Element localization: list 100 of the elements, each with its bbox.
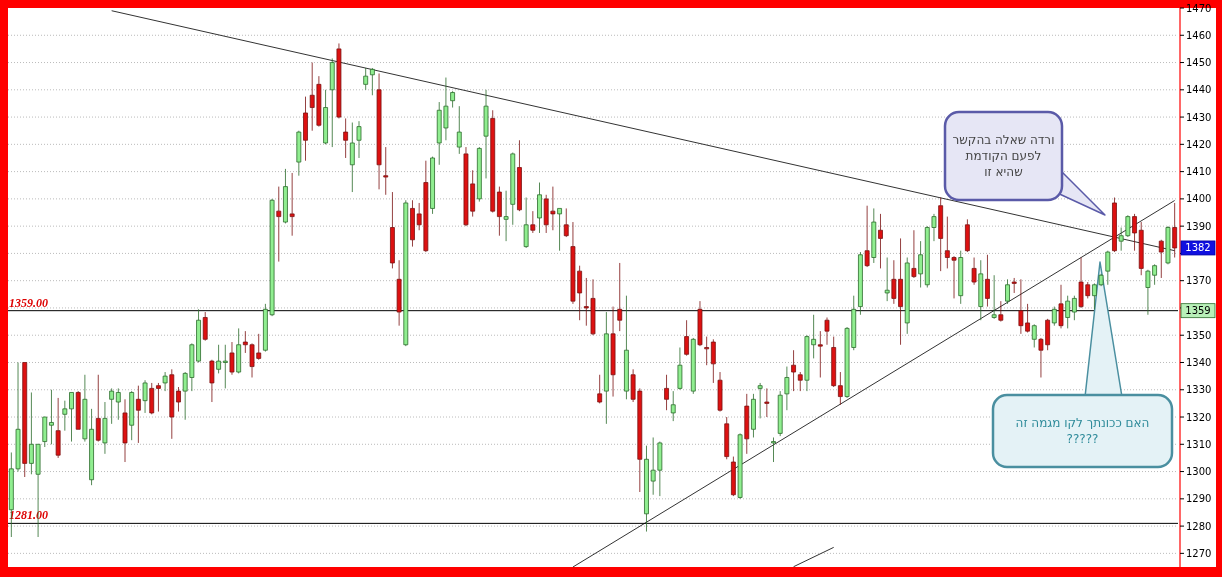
candlestick bbox=[911, 229, 917, 279]
candlestick bbox=[1058, 284, 1064, 329]
candlestick bbox=[938, 197, 944, 272]
candlestick bbox=[176, 386, 181, 412]
y-tick-label: 1310 bbox=[1186, 438, 1212, 450]
candlestick bbox=[557, 208, 562, 252]
y-tick-label: 1450 bbox=[1186, 57, 1212, 69]
candlestick bbox=[690, 337, 696, 395]
candlestick bbox=[1005, 278, 1010, 305]
candlestick bbox=[162, 371, 168, 392]
candlestick bbox=[102, 401, 108, 455]
candlestick bbox=[122, 398, 128, 463]
candlestick bbox=[303, 96, 308, 162]
y-tick-label: 1410 bbox=[1186, 166, 1212, 178]
candlestick bbox=[95, 374, 101, 442]
candlestick bbox=[1071, 295, 1077, 321]
y-tick-label: 1460 bbox=[1186, 29, 1212, 41]
candlestick bbox=[864, 205, 870, 268]
candlestick bbox=[971, 257, 977, 286]
candlestick bbox=[410, 199, 415, 247]
ref-line-label: 1281.00 bbox=[9, 508, 48, 523]
candlestick bbox=[289, 172, 295, 237]
candlestick bbox=[216, 344, 222, 374]
y-tick-label: 1430 bbox=[1186, 111, 1212, 123]
annotation: 1382 bbox=[1185, 242, 1211, 254]
y-tick-label: 1270 bbox=[1186, 547, 1212, 559]
candlestick bbox=[363, 67, 369, 91]
candlestick bbox=[296, 130, 302, 177]
candlestick bbox=[757, 382, 763, 419]
candlestick bbox=[717, 371, 723, 412]
candlestick bbox=[831, 336, 837, 388]
candlestick bbox=[537, 182, 542, 234]
candlestick bbox=[670, 390, 676, 422]
candlestick bbox=[684, 319, 690, 357]
candlestick bbox=[209, 359, 215, 403]
y-tick-label: 1440 bbox=[1186, 84, 1212, 96]
candlestick bbox=[430, 156, 435, 215]
candlestick bbox=[964, 218, 970, 253]
annotation: 1359 bbox=[1185, 305, 1211, 317]
candlestick bbox=[169, 368, 175, 440]
candlestick bbox=[336, 43, 342, 119]
candlestick bbox=[229, 341, 235, 376]
candlestick bbox=[109, 387, 115, 425]
candlestick bbox=[283, 168, 288, 224]
candlestick bbox=[149, 382, 155, 415]
candlestick bbox=[450, 90, 456, 108]
candlestick bbox=[617, 262, 623, 332]
ref-line-label: 1359.00 bbox=[9, 295, 48, 310]
candlestick bbox=[730, 456, 736, 497]
candlestick bbox=[69, 392, 74, 442]
candlestick bbox=[791, 349, 796, 392]
candlestick bbox=[1172, 202, 1178, 258]
candlestick bbox=[824, 317, 830, 346]
candlestick bbox=[878, 213, 883, 269]
candlestick bbox=[1031, 323, 1037, 348]
candlestick bbox=[496, 186, 502, 237]
candlestick bbox=[42, 416, 48, 448]
candlestick bbox=[764, 387, 770, 418]
candlestick bbox=[530, 210, 536, 234]
candlestick bbox=[369, 67, 375, 96]
candlestick bbox=[129, 390, 135, 441]
candlestick bbox=[49, 389, 54, 445]
candlestick bbox=[329, 58, 335, 148]
candlestick bbox=[958, 250, 964, 305]
candlestick bbox=[771, 437, 776, 463]
y-tick-label: 1340 bbox=[1186, 356, 1212, 368]
candlestick bbox=[871, 208, 877, 264]
candlestick bbox=[142, 379, 148, 414]
candlestick bbox=[276, 186, 282, 262]
candlestick bbox=[985, 254, 990, 307]
candlestick bbox=[510, 152, 516, 226]
candlestick bbox=[837, 371, 843, 406]
candlestick bbox=[777, 390, 783, 437]
candlestick bbox=[202, 311, 208, 342]
candlestick bbox=[55, 397, 61, 459]
candlestick bbox=[22, 362, 28, 478]
candlestick bbox=[349, 122, 355, 193]
candlestick bbox=[390, 191, 395, 269]
candlestick bbox=[797, 371, 803, 392]
candlestick bbox=[1011, 277, 1017, 294]
candlestick bbox=[456, 105, 462, 155]
candlestick bbox=[710, 338, 716, 384]
candlestick bbox=[503, 190, 509, 242]
candlestick bbox=[1158, 239, 1164, 279]
candlestick bbox=[918, 240, 924, 288]
candlestick bbox=[376, 73, 382, 190]
candlestick bbox=[724, 416, 730, 460]
y-tick-label: 1300 bbox=[1186, 466, 1212, 478]
candlestick bbox=[383, 146, 389, 196]
candlestick bbox=[751, 393, 756, 438]
candlestick bbox=[236, 328, 242, 374]
candlestick bbox=[1138, 221, 1144, 276]
y-tick-label: 1280 bbox=[1186, 520, 1212, 532]
y-tick-label: 1290 bbox=[1186, 493, 1212, 505]
candlestick bbox=[135, 385, 141, 444]
candlestick bbox=[1132, 213, 1137, 252]
candlestick bbox=[904, 257, 910, 335]
candlestick bbox=[603, 311, 609, 425]
candlestick bbox=[978, 259, 984, 321]
y-tick-label: 1350 bbox=[1186, 329, 1212, 341]
